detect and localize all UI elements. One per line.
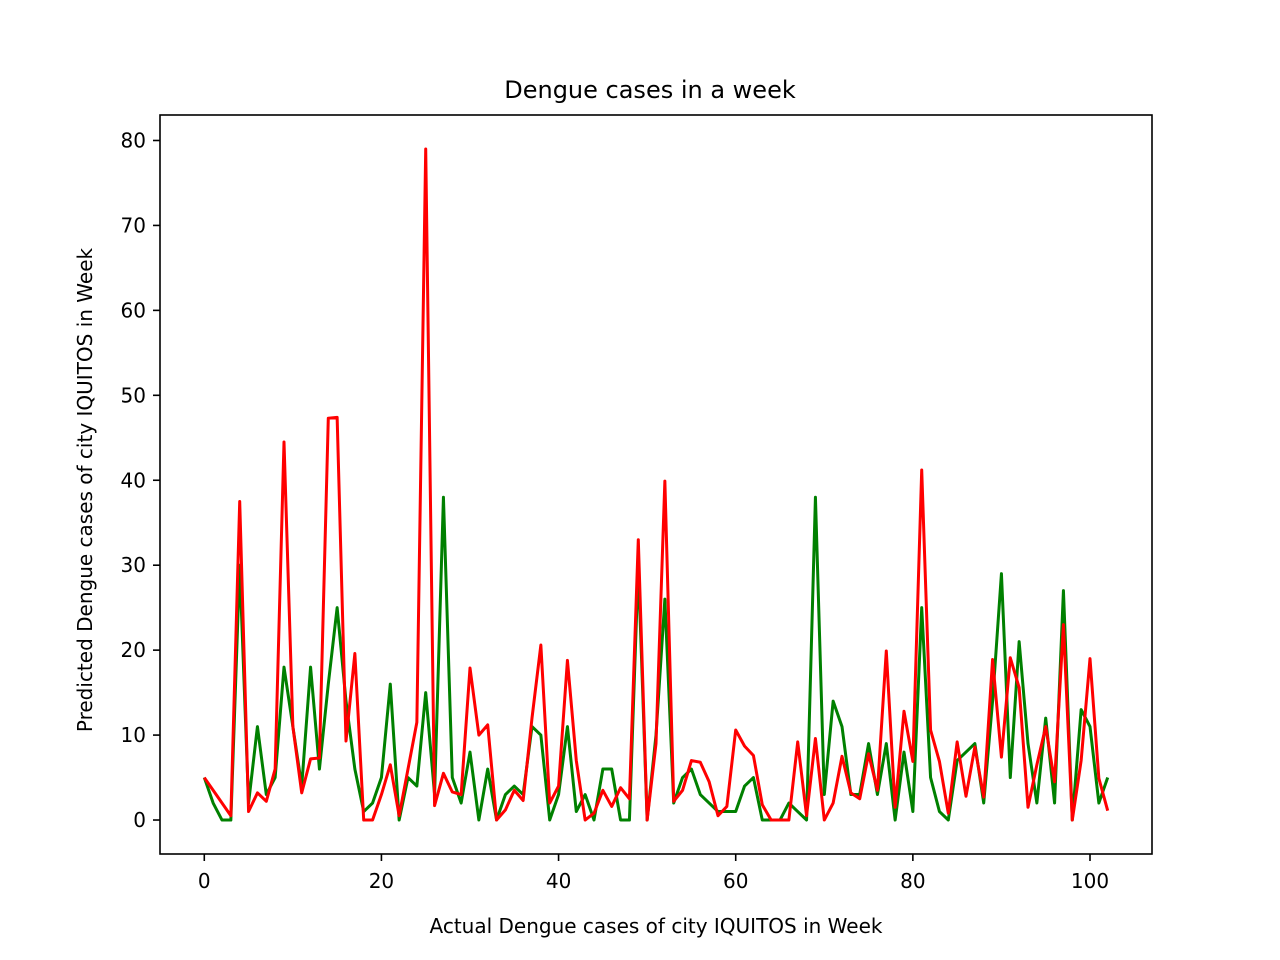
y-tick-label: 80 bbox=[121, 128, 146, 152]
x-tick-label: 20 bbox=[369, 869, 394, 893]
x-tick-label: 60 bbox=[723, 869, 748, 893]
y-tick-label: 20 bbox=[121, 638, 146, 662]
y-tick-label: 70 bbox=[121, 213, 146, 237]
plot-frame bbox=[159, 114, 1153, 855]
chart-title: Dengue cases in a week bbox=[504, 76, 796, 104]
y-tick-label: 30 bbox=[121, 553, 146, 577]
x-tick-label: 40 bbox=[546, 869, 571, 893]
series-line-2 bbox=[203, 147, 1110, 822]
y-tick-label: 0 bbox=[133, 808, 146, 832]
y-tick-label: 10 bbox=[121, 723, 146, 747]
x-tick-label: 0 bbox=[198, 869, 211, 893]
x-axis: 0 20 40 60 80 100 bbox=[198, 854, 1109, 893]
y-tick-label: 50 bbox=[121, 383, 146, 407]
y-axis: 0 10 20 30 40 50 60 70 80 bbox=[121, 128, 160, 832]
x-axis-title: Actual Dengue cases of city IQUITOS in W… bbox=[430, 914, 883, 938]
x-tick-label: 80 bbox=[900, 869, 925, 893]
x-tick-label: 100 bbox=[1071, 869, 1109, 893]
y-axis-title: Predicted Dengue cases of city IQUITOS i… bbox=[73, 247, 97, 732]
series-layer bbox=[202, 147, 1110, 822]
y-tick-label: 40 bbox=[121, 468, 146, 492]
y-tick-label: 60 bbox=[121, 298, 146, 322]
